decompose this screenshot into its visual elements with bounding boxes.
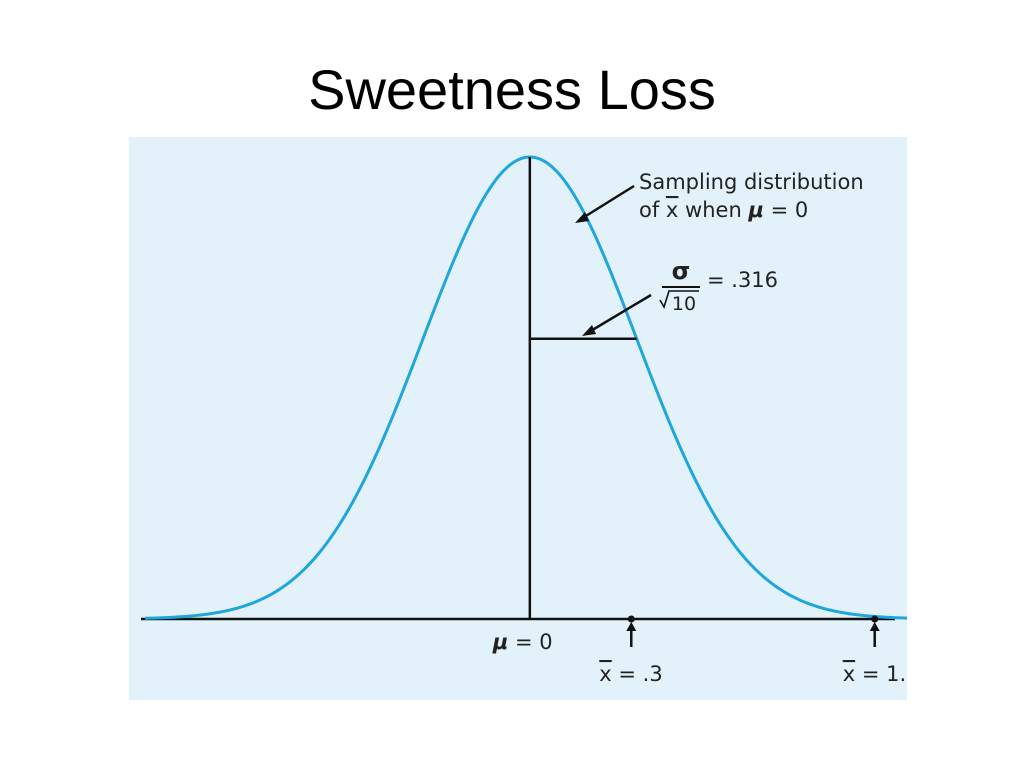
curve-annotation-prefix: of: [639, 198, 666, 222]
xbar-symbol: x: [666, 198, 678, 222]
slide-title: Sweetness Loss: [308, 58, 716, 121]
chart-panel: Sampling distribution of x when μ = 0 σ …: [129, 137, 933, 700]
sqrt-argument: 10: [672, 293, 696, 315]
marker-label: x = .3: [599, 662, 662, 686]
curve-annotation-arrow: [580, 184, 635, 221]
curve-annotation-line1: Sampling distribution: [639, 170, 864, 194]
mu-symbol: μ: [747, 198, 763, 222]
curve-annotation-middle: when: [678, 198, 748, 222]
marker-xbar-symbol: x: [843, 662, 855, 686]
marker-value-text: = 1.02: [855, 662, 907, 686]
sampling-distribution-curve: [145, 155, 915, 620]
marker-arrowhead: [869, 622, 880, 631]
curve-annotation-line2: of x when μ = 0: [639, 198, 808, 222]
standard-error-value: = .316: [707, 268, 778, 292]
marker-point: [871, 615, 879, 623]
curve-annotation-arrowhead: [575, 212, 589, 223]
mean-mu-symbol: μ: [492, 630, 508, 654]
mean-label: μ = 0: [492, 630, 553, 654]
sqrt-sign: [659, 290, 699, 309]
sigma-symbol: σ: [672, 257, 691, 285]
marker-point: [627, 615, 635, 623]
sample-mean-markers: x = .3x = 1.02: [599, 615, 933, 686]
marker-xbar-symbol: x: [599, 662, 611, 686]
normal-curve-chart: Sampling distribution of x when μ = 0 σ …: [141, 155, 933, 686]
curve-annotation-suffix: = 0: [764, 198, 808, 222]
marker-arrowhead: [626, 622, 637, 631]
marker-value-text: = .3: [612, 662, 663, 686]
marker-label: x = 1.02: [843, 662, 907, 686]
standard-error-arrow: [588, 293, 652, 334]
standard-error-arrowhead: [582, 325, 596, 336]
mean-label-text: = 0: [508, 630, 552, 654]
